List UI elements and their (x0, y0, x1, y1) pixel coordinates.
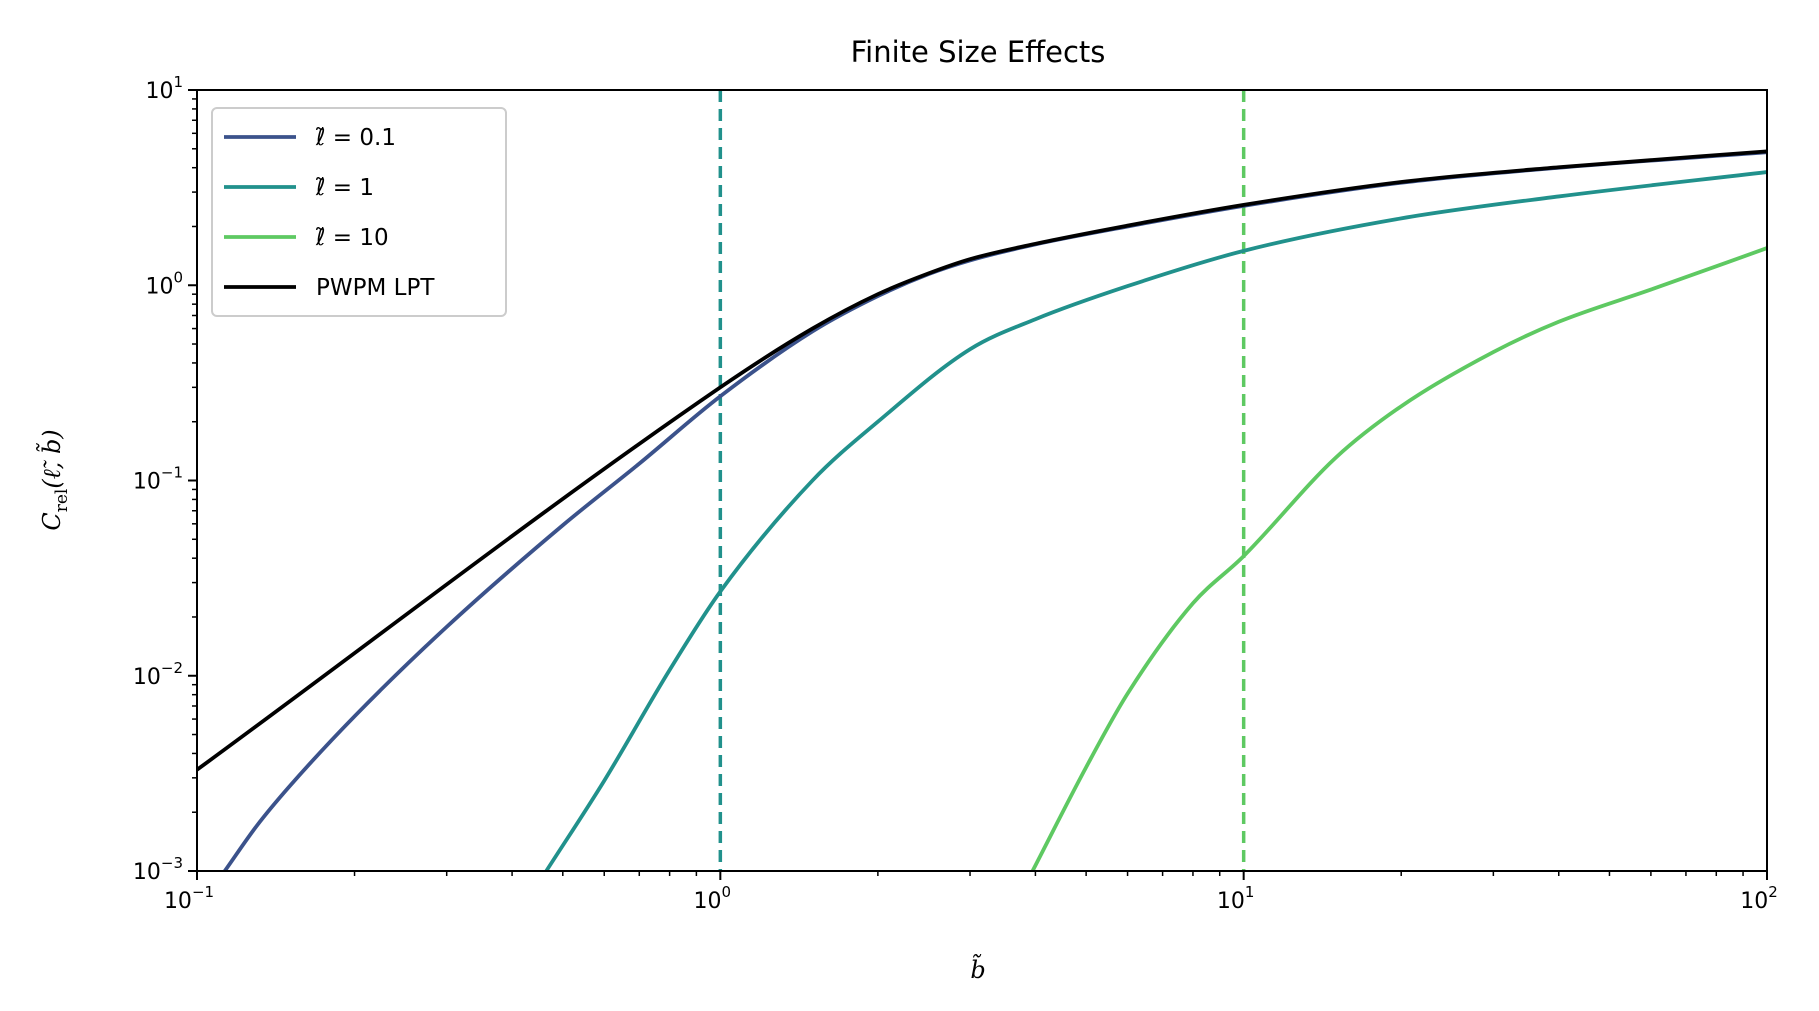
legend-label-3: PWPM LPT (316, 275, 435, 301)
y-tick-label-3: 100 (145, 268, 183, 299)
x-tick-label-0: 10−1 (164, 883, 214, 914)
y-tick-label-4: 101 (145, 73, 183, 104)
series-lines (197, 149, 1767, 871)
y-axis-label-sub: rel (52, 489, 72, 513)
chart-title: Finite Size Effects (851, 35, 1106, 69)
reference-lines (718, 90, 1246, 871)
legend-label-0: ℓ̃ = 0.1 (315, 125, 396, 151)
y-axis-label-args: (ℓ̃, b̃) (35, 429, 66, 488)
legend-label-2: ℓ̃ = 10 (315, 225, 389, 251)
legend-box (211, 107, 507, 317)
y-tick-label-2: 10−1 (133, 464, 183, 495)
series-line-3 (197, 149, 1767, 772)
y-axis-label-main: C (38, 512, 66, 530)
legend-label-1: ℓ̃ = 1 (315, 175, 374, 201)
y-tick-label-0: 10−3 (133, 854, 183, 885)
series-line-2 (1030, 246, 1767, 871)
y-tick-label-1: 10−2 (133, 659, 183, 690)
y-axis-label: Crel(ℓ̃, b̃) (35, 429, 72, 530)
x-tick-label-1: 100 (694, 883, 732, 914)
legend: ℓ̃ = 0.1 ℓ̃ = 1 ℓ̃ = 10 PWPM LPT (211, 107, 507, 317)
series-line-1 (544, 170, 1767, 871)
axis-ticks: 10−1 100 101 102 10−3 10−2 10−1 100 101 (133, 73, 1778, 914)
x-tick-label-2: 101 (1217, 883, 1255, 914)
x-axis-label: b̃ (970, 953, 985, 984)
x-tick-label-3: 102 (1740, 883, 1778, 914)
